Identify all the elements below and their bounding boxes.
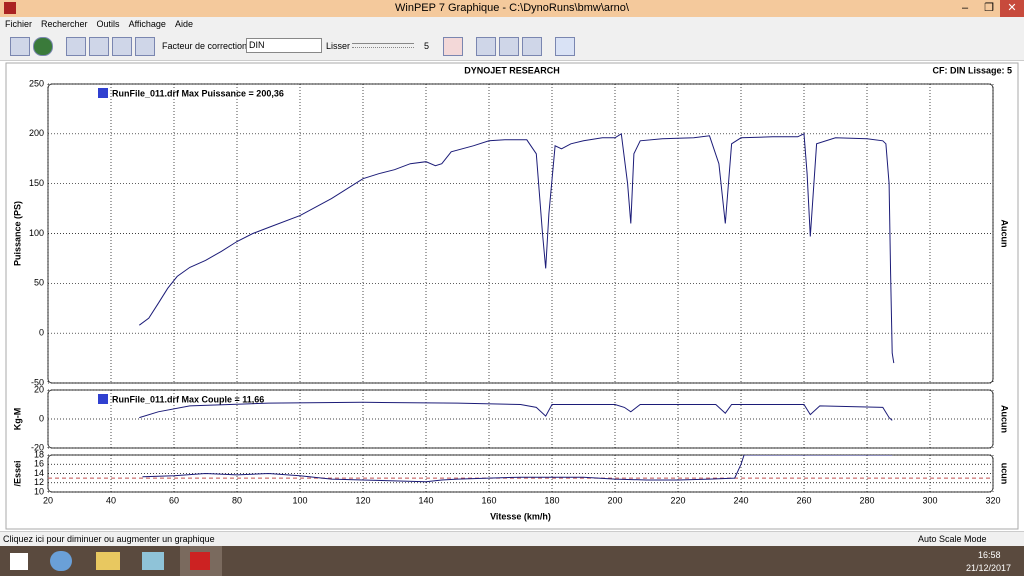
y-tick-label: 150 — [29, 178, 44, 188]
y-tick-label: 18 — [34, 449, 44, 459]
x-tick-label: 160 — [481, 495, 496, 505]
taskbar-app-active[interactable] — [180, 546, 222, 576]
legend-swatch — [98, 88, 108, 98]
legend-label: RunFile_011.drf Max Puissance = 200,36 — [112, 88, 284, 98]
y-tick-label: 250 — [29, 78, 44, 88]
x-tick-label: 220 — [670, 495, 685, 505]
menu-bar: Fichier Rechercher Outils Affichage Aide — [0, 17, 1024, 31]
x-tick-label: 240 — [733, 495, 748, 505]
x-tick-label: 320 — [985, 495, 1000, 505]
right-axis-label: Aucun — [1000, 220, 1010, 248]
y-axis-label: /Essei — [12, 460, 22, 486]
tool-button[interactable] — [499, 37, 519, 56]
y-tick-label: 100 — [29, 228, 44, 238]
chart-area: DYNOJET RESEARCH CF: DIN Lissage: 5 -50 0… — [5, 62, 1019, 530]
minimize-button[interactable]: – — [961, 2, 969, 14]
tool-button[interactable] — [522, 37, 542, 56]
x-axis-label: Vitesse (km/h) — [490, 511, 551, 521]
x-tick-label: 260 — [796, 495, 811, 505]
menu-item[interactable]: Outils — [96, 19, 120, 29]
tool-button[interactable] — [66, 37, 86, 56]
right-axis-label: ucun — [1000, 463, 1010, 485]
smooth-value: 5 — [424, 41, 430, 51]
clock-time: 16:58 — [978, 550, 1001, 560]
tool-button[interactable] — [89, 37, 109, 56]
smooth-label: Lisser — [326, 41, 351, 51]
y-tick-label: 10 — [34, 486, 44, 496]
menu-item[interactable]: Fichier — [5, 19, 33, 29]
y-tick-label: 0 — [39, 413, 44, 423]
correction-label: Facteur de correction: — [162, 41, 250, 51]
x-tick-label: 280 — [859, 495, 874, 505]
y-tick-label: 12 — [34, 477, 44, 487]
title-bar: WinPEP 7 Graphique - C:\DynoRuns\bmw\arn… — [0, 0, 1024, 17]
close-button[interactable]: ✕ — [1000, 0, 1024, 17]
status-mode: Auto Scale Mode — [918, 534, 987, 544]
data-line — [139, 132, 895, 364]
x-tick-label: 60 — [169, 495, 179, 505]
status-hint: Cliquez ici pour diminuer ou augmenter u… — [3, 534, 215, 544]
y-tick-label: -20 — [31, 442, 44, 452]
x-tick-label: 100 — [292, 495, 307, 505]
taskbar-app[interactable] — [96, 552, 120, 570]
data-line — [142, 455, 893, 483]
tool-button[interactable] — [476, 37, 496, 56]
y-tick-label: 16 — [34, 459, 44, 469]
taskbar-app[interactable] — [50, 551, 72, 571]
x-tick-label: 140 — [418, 495, 433, 505]
y-tick-label: 20 — [34, 384, 44, 394]
tool-button[interactable] — [443, 37, 463, 56]
menu-item[interactable]: Affichage — [128, 19, 166, 29]
y-axis-label: Puissance (PS) — [12, 201, 22, 266]
tool-button[interactable] — [112, 37, 132, 56]
tool-button[interactable] — [33, 37, 53, 56]
y-tick-label: 0 — [39, 328, 44, 338]
toolbar: Facteur de correction: DIN Lisser 5 — [0, 31, 1024, 61]
clock-date: 21/12/2017 — [966, 563, 1012, 573]
x-tick-label: 120 — [355, 495, 370, 505]
taskbar-app[interactable] — [142, 552, 164, 570]
y-tick-label: 200 — [29, 128, 44, 138]
y-axis-label: Kg-M — [12, 408, 22, 431]
legend-label: RunFile_011.drf Max Couple = 11,66 — [112, 394, 264, 404]
y-tick-label: -50 — [31, 377, 44, 387]
correction-select[interactable]: DIN — [246, 38, 322, 53]
x-tick-label: 300 — [922, 495, 937, 505]
chart-title: DYNOJET RESEARCH — [464, 65, 560, 75]
menu-item[interactable]: Rechercher — [41, 19, 88, 29]
restore-button[interactable]: ❐ — [984, 2, 994, 14]
y-tick-label: 14 — [34, 468, 44, 478]
legend-swatch — [98, 394, 108, 404]
status-bar: Cliquez ici pour diminuer ou augmenter u… — [0, 531, 1024, 547]
window-title: WinPEP 7 Graphique - C:\DynoRuns\bmw\arn… — [395, 2, 629, 14]
y-tick-label: 50 — [34, 278, 44, 288]
x-tick-label: 180 — [544, 495, 559, 505]
taskbar: 16:58 21/12/2017 — [0, 546, 1024, 576]
start-button[interactable] — [10, 553, 28, 570]
right-axis-label: Aucun — [1000, 405, 1010, 433]
tool-button[interactable] — [555, 37, 575, 56]
tool-button[interactable] — [135, 37, 155, 56]
x-tick-label: 40 — [106, 495, 116, 505]
data-line — [139, 401, 893, 421]
smooth-slider[interactable] — [352, 43, 414, 48]
chart-info: CF: DIN Lissage: 5 — [932, 65, 1012, 75]
x-tick-label: 80 — [232, 495, 242, 505]
x-tick-label: 20 — [43, 495, 53, 505]
app-icon — [4, 2, 16, 14]
tool-button[interactable] — [10, 37, 30, 56]
menu-item[interactable]: Aide — [174, 19, 193, 29]
correction-value: DIN — [249, 40, 265, 50]
x-tick-label: 200 — [607, 495, 622, 505]
